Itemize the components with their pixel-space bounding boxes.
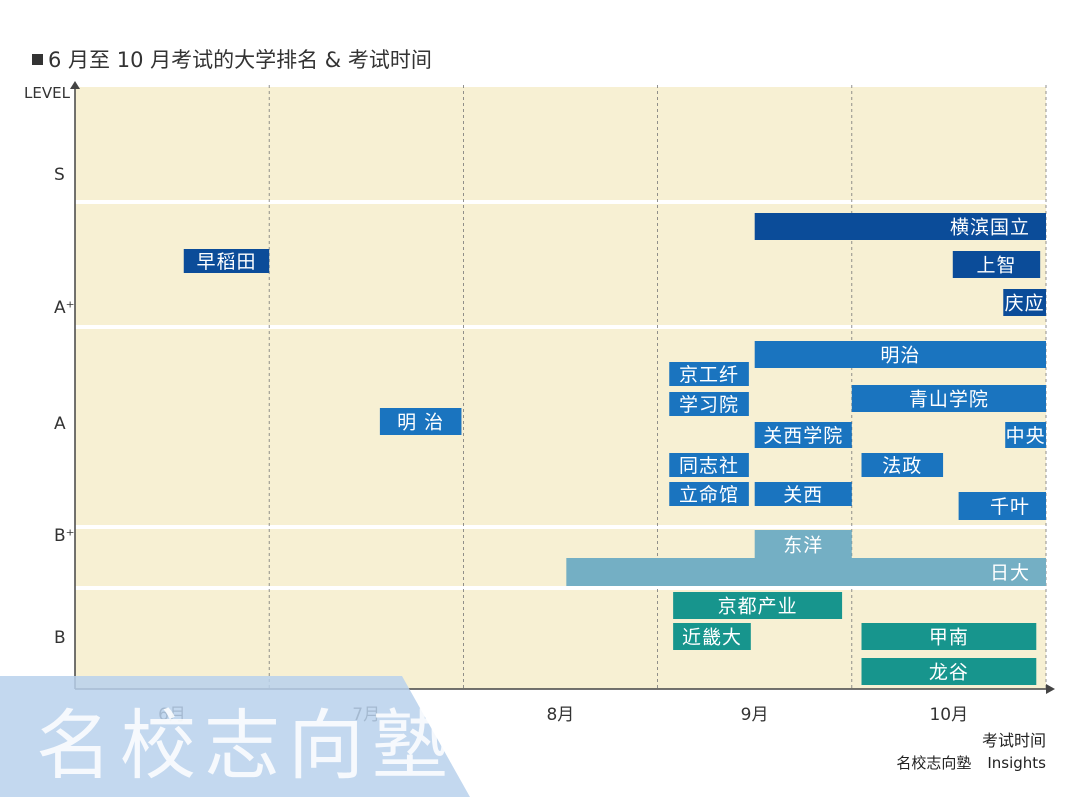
bar-东洋 [754,530,852,559]
bar-学习院 [669,392,749,416]
bar-label: 早稻田 [196,251,256,273]
bar-label: 京工纤 [679,364,739,386]
bar-近畿大 [673,623,751,650]
bar-甲南 [861,623,1037,650]
bar-立命馆 [669,482,749,506]
bar-上智 [952,251,1041,278]
y-tick-label: B [54,628,66,648]
bar-同志社 [669,453,749,477]
x-tick-label: 9月 [741,705,769,725]
x-tick-label: 8月 [546,705,574,725]
chart-title: 6 月至 10 月考试的大学排名 & 考试时间 [32,44,432,74]
bar-label: 立命馆 [679,484,739,506]
bar-千叶 [958,492,1046,520]
x-axis-arrow-icon [1046,684,1055,694]
bar-label: 法政 [882,455,922,477]
y-axis-title: LEVEL [24,84,71,102]
bar-label: 中央 [1006,425,1046,447]
bar-label: 庆应 [1005,293,1045,315]
bar-龙谷 [861,658,1037,685]
watermark-text: 名校志向塾 [36,701,456,790]
y-tick-label: A⁺ [54,298,75,318]
bar-关西 [754,482,852,506]
bar-label: 近畿大 [682,627,742,649]
y-tick-label: B⁺ [54,526,75,546]
bar-label: 上智 [976,255,1016,277]
bar-label: 日大 [990,562,1030,584]
bar-青山学院 [851,385,1046,412]
bar-label: 东洋 [783,535,823,557]
bar-法政 [861,453,944,477]
x-tick-label: 10月 [929,705,968,725]
bar-label: 学习院 [679,394,739,416]
bar-label: 关西学院 [763,425,843,447]
credit-brand: 名校志向塾 [896,754,972,772]
bar-中央 [1005,422,1046,448]
bar-label: 京都产业 [718,596,798,618]
bar-label: 甲南 [929,627,969,649]
bar-日大 [566,558,1046,586]
credit-line: 名校志向塾 Insights [896,752,1046,773]
square-bullet-icon [32,54,43,65]
bar-label: 同志社 [679,455,739,477]
bar-明治 [754,341,1046,368]
bar-京工纤 [669,362,749,386]
x-axis-title: 考试时间 [981,731,1046,750]
bar-庆应 [1003,289,1046,316]
y-tick-label: A [54,414,66,434]
bar-关西学院 [754,422,852,448]
bar-label: 明 治 [397,412,444,434]
bar-label: 关西 [783,484,823,506]
y-tick-label: S [54,165,65,185]
watermark-block [0,676,470,797]
bar-明治 [379,408,462,435]
bar-label: 横滨国立 [950,217,1030,239]
bar-label: 千叶 [990,496,1030,518]
y-axis-arrow-icon [70,81,80,89]
bar-横滨国立 [754,213,1046,240]
bar-label: 明治 [880,345,920,367]
bar-label: 龙谷 [929,662,969,684]
bar-早稻田 [183,249,270,273]
credit-insights: Insights [987,754,1046,772]
level-band [75,87,1046,200]
bar-京都产业 [673,592,843,619]
bar-label: 青山学院 [909,389,989,411]
chart-title-text: 6 月至 10 月考试的大学排名 & 考试时间 [48,48,432,72]
